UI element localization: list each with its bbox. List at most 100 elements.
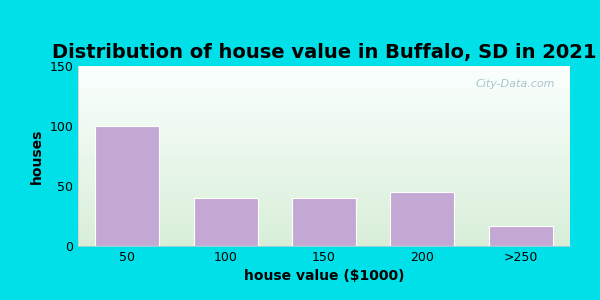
Bar xyxy=(78,164,570,166)
Bar xyxy=(78,224,570,226)
Bar xyxy=(194,198,257,246)
Bar xyxy=(78,114,570,115)
Bar xyxy=(78,200,570,202)
Bar xyxy=(78,92,570,94)
Bar xyxy=(78,150,570,151)
Bar xyxy=(78,78,570,79)
Bar xyxy=(78,242,570,244)
Bar xyxy=(78,126,570,127)
Bar xyxy=(78,180,570,181)
Bar xyxy=(78,175,570,176)
Bar xyxy=(78,88,570,89)
Bar xyxy=(78,152,570,154)
Bar xyxy=(78,194,570,196)
Bar xyxy=(78,190,570,191)
Bar xyxy=(78,192,570,193)
Bar xyxy=(78,83,570,84)
Bar xyxy=(292,198,356,246)
Title: Distribution of house value in Buffalo, SD in 2021: Distribution of house value in Buffalo, … xyxy=(52,43,596,62)
Bar xyxy=(78,241,570,242)
Bar xyxy=(78,234,570,235)
Bar xyxy=(78,122,570,124)
Bar xyxy=(78,146,570,148)
Bar xyxy=(78,79,570,80)
Bar xyxy=(78,196,570,197)
Bar xyxy=(78,235,570,236)
Bar xyxy=(78,132,570,133)
Bar xyxy=(78,149,570,150)
Bar xyxy=(78,178,570,179)
Bar xyxy=(78,70,570,71)
Bar xyxy=(78,138,570,139)
Text: City-Data.com: City-Data.com xyxy=(476,79,555,88)
Bar xyxy=(78,136,570,137)
Bar xyxy=(78,205,570,206)
Bar xyxy=(78,222,570,223)
Bar xyxy=(95,126,159,246)
Bar xyxy=(78,176,570,178)
Bar xyxy=(78,187,570,188)
Bar xyxy=(78,110,570,112)
Bar xyxy=(78,154,570,155)
Bar xyxy=(78,125,570,126)
Bar xyxy=(78,140,570,142)
Bar xyxy=(78,80,570,82)
Bar xyxy=(78,106,570,107)
Bar xyxy=(78,217,570,218)
Bar xyxy=(78,214,570,215)
Bar xyxy=(78,244,570,245)
Bar xyxy=(78,198,570,199)
Bar xyxy=(78,167,570,168)
Bar xyxy=(78,209,570,210)
Bar xyxy=(78,193,570,194)
Bar xyxy=(78,166,570,167)
Bar xyxy=(489,226,553,246)
Bar xyxy=(78,127,570,128)
Bar xyxy=(78,163,570,164)
Bar xyxy=(78,212,570,214)
Bar xyxy=(78,211,570,212)
Bar xyxy=(78,71,570,72)
Bar xyxy=(78,128,570,130)
Bar xyxy=(78,116,570,118)
Bar xyxy=(78,168,570,169)
Bar xyxy=(78,215,570,216)
Bar xyxy=(78,115,570,116)
Bar xyxy=(78,181,570,182)
Bar xyxy=(78,170,570,172)
Bar xyxy=(78,118,570,119)
Bar xyxy=(78,240,570,241)
Bar xyxy=(78,160,570,161)
Bar xyxy=(78,158,570,160)
Bar xyxy=(78,155,570,156)
Bar xyxy=(78,202,570,203)
Bar xyxy=(78,142,570,143)
Bar xyxy=(78,131,570,132)
Bar xyxy=(78,121,570,122)
Bar xyxy=(78,91,570,92)
Bar xyxy=(78,151,570,152)
Bar xyxy=(78,109,570,110)
Bar xyxy=(78,197,570,198)
X-axis label: house value ($1000): house value ($1000) xyxy=(244,269,404,284)
Bar xyxy=(78,107,570,108)
Bar xyxy=(78,143,570,144)
Bar xyxy=(78,66,570,67)
Bar xyxy=(78,226,570,227)
Bar xyxy=(78,206,570,208)
Bar xyxy=(78,173,570,174)
Bar xyxy=(78,221,570,222)
Bar xyxy=(78,77,570,78)
Bar xyxy=(78,90,570,91)
Bar xyxy=(78,102,570,103)
Bar xyxy=(78,233,570,234)
Bar xyxy=(78,191,570,192)
Bar xyxy=(78,96,570,97)
Bar xyxy=(78,229,570,230)
Bar xyxy=(78,84,570,85)
Bar xyxy=(78,220,570,221)
Bar xyxy=(78,124,570,125)
Bar xyxy=(78,101,570,102)
Bar xyxy=(78,85,570,86)
Bar xyxy=(78,182,570,184)
